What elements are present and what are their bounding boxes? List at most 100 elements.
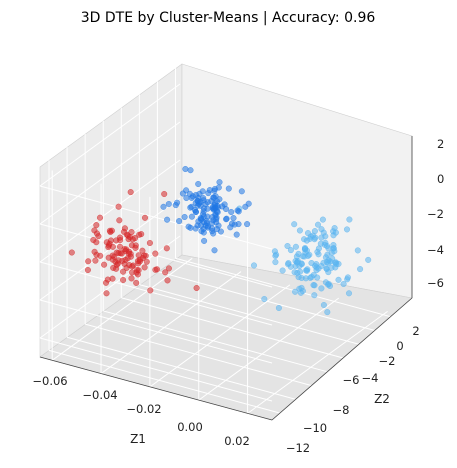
scatter-point <box>97 252 104 259</box>
scatter-point <box>301 244 309 252</box>
scatter-point <box>285 260 292 267</box>
scatter-point <box>93 230 101 237</box>
scatter-point <box>146 239 153 247</box>
scatter-point <box>211 247 218 254</box>
scatter-point <box>311 292 318 299</box>
grid-line <box>48 349 282 414</box>
scatter-point <box>319 216 326 223</box>
scatter-point <box>92 257 99 264</box>
scatter-point <box>200 210 207 218</box>
scatter-point <box>318 234 325 241</box>
chart-title: 3D DTE by Cluster-Means | Accuracy: 0.96 <box>81 10 376 26</box>
scatter-point <box>160 203 167 210</box>
scatter-point <box>106 227 113 234</box>
z-tick-label: 0 <box>437 172 444 186</box>
y-tick-label: −8 <box>333 403 350 417</box>
y-tick-label: −4 <box>362 371 379 385</box>
x-tick-label: −0.06 <box>32 374 67 388</box>
scatter-points <box>68 165 372 316</box>
grid-line <box>247 310 388 414</box>
scatter-point <box>93 239 100 246</box>
scatter-point <box>357 266 364 273</box>
scatter-point <box>291 221 298 228</box>
scatter-point <box>210 203 217 210</box>
scatter-point <box>195 180 202 188</box>
scatter-point <box>211 187 218 194</box>
scatter-point <box>297 268 304 275</box>
scatter-point <box>345 290 353 297</box>
scatter-point <box>204 205 211 212</box>
scatter-point <box>197 202 204 209</box>
grid-line <box>139 284 372 349</box>
scatter-point <box>93 222 100 229</box>
scatter-point <box>314 221 322 228</box>
grid-line <box>149 284 291 388</box>
scatter-point <box>354 247 361 254</box>
scatter-point <box>132 242 139 249</box>
scatter-point <box>323 265 330 273</box>
scatter-point <box>112 258 119 265</box>
scatter-point <box>223 215 230 222</box>
grid-line <box>39 185 273 250</box>
scatter-point <box>164 277 171 284</box>
scatter-point <box>141 264 148 271</box>
scatter-point <box>131 235 139 242</box>
grid-line <box>39 337 273 402</box>
scatter-point <box>165 265 172 272</box>
y-axis-label: Z2 <box>374 392 390 406</box>
scatter-point <box>127 189 134 196</box>
scatter-point <box>210 230 217 237</box>
scatter-point <box>298 274 305 282</box>
scatter-point <box>320 301 327 309</box>
scatter-point <box>331 248 338 255</box>
scatter-point <box>164 216 171 223</box>
scatter-point <box>165 200 172 208</box>
scatter-point <box>152 266 159 273</box>
scatter-point <box>212 193 219 200</box>
grid-line <box>175 257 408 322</box>
scatter-point <box>320 229 327 236</box>
scatter-point <box>162 269 169 276</box>
grid-line <box>157 270 390 335</box>
scatter-point <box>303 237 310 244</box>
scatter-point <box>225 185 232 192</box>
grid-line <box>39 83 181 187</box>
scatter-point <box>182 165 189 173</box>
scatter-point <box>287 247 294 254</box>
scatter-point <box>117 237 124 244</box>
x-tick-label: −0.04 <box>82 388 117 402</box>
scatter-point <box>192 208 200 216</box>
scatter-point <box>346 216 353 223</box>
grid-line <box>85 323 318 388</box>
scatter-point <box>188 203 195 210</box>
y-tick-label: −6 <box>343 373 360 387</box>
grid-line <box>66 336 300 401</box>
scatter-point <box>152 250 159 257</box>
scatter-point <box>324 309 331 316</box>
scatter-point <box>192 191 199 199</box>
y-tick-label: −2 <box>379 354 396 368</box>
grid-line <box>39 299 273 364</box>
scatter-point <box>304 266 311 273</box>
scatter-point <box>242 203 249 210</box>
y-tick-label: 2 <box>412 324 419 338</box>
scatter-point <box>116 217 123 224</box>
scatter-point <box>200 219 207 226</box>
scatter-point <box>284 242 291 250</box>
scatter-point <box>116 243 124 250</box>
scatter-point <box>103 290 110 297</box>
scatter-point <box>128 275 135 282</box>
scatter-point <box>85 258 92 265</box>
scatter-point <box>101 261 108 268</box>
scatter-point <box>201 237 208 244</box>
scatter-point <box>238 188 245 195</box>
scatter-point <box>325 257 332 264</box>
scatter-point <box>272 259 279 266</box>
scatter-point <box>193 284 200 292</box>
scatter-point <box>365 256 372 263</box>
scatter-point <box>244 221 251 228</box>
scatter-point <box>275 304 282 312</box>
scatter-point <box>234 207 241 214</box>
scatter-point <box>310 282 317 289</box>
